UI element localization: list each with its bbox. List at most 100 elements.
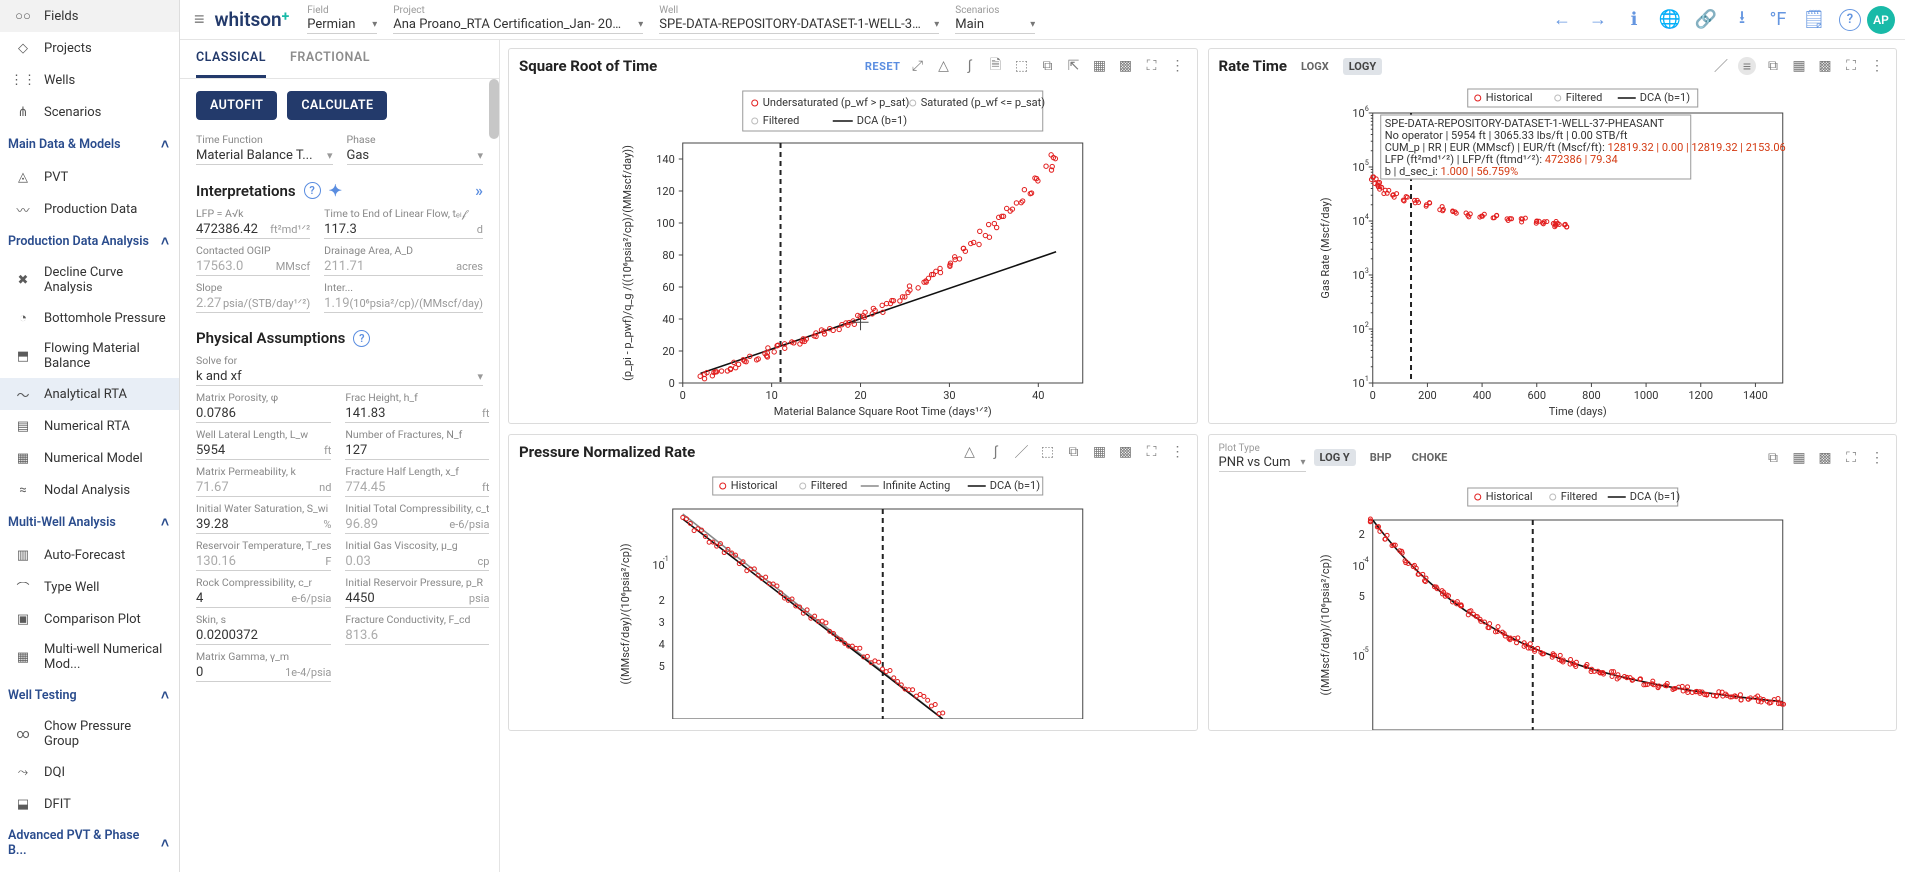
menu-toggle-icon[interactable]: ≡ xyxy=(190,5,209,34)
rate-logy-chip[interactable]: LOGY xyxy=(1343,58,1383,75)
pnr-full-icon[interactable]: ⛶ xyxy=(1143,443,1161,461)
rate-list-icon[interactable]: ≡ xyxy=(1738,57,1756,75)
nav-chow-pressure-group[interactable]: ∞ Chow Pressure Group xyxy=(0,712,179,756)
nav-type-well[interactable]: ⌒ Type Well xyxy=(0,571,179,603)
nav-dfit[interactable]: ⬓ DFIT xyxy=(0,788,179,820)
pnr-copy-icon[interactable]: ⧉ xyxy=(1065,443,1083,461)
pnr2-logy-chip[interactable]: LOG Y xyxy=(1314,449,1356,466)
plot-type-select[interactable]: PNR vs Cum▾ xyxy=(1219,454,1306,472)
download-icon[interactable]: ⭳ xyxy=(1731,9,1753,31)
tb-field-select[interactable]: Permian▾ xyxy=(307,16,377,34)
pnr2-grid-icon[interactable]: ▩ xyxy=(1816,449,1834,467)
tool-copy-icon[interactable]: ⧉ xyxy=(1039,57,1057,75)
interpretations-help-icon[interactable]: ? xyxy=(304,182,321,199)
rate-table-icon[interactable]: ▦ xyxy=(1790,57,1808,75)
nav-nodal-analysis[interactable]: ≈ Nodal Analysis xyxy=(0,474,179,506)
nav-analytical-rta[interactable]: 〜 Analytical RTA xyxy=(0,378,179,410)
field-rock-compressibility-c_r[interactable]: 4e-6/psia xyxy=(196,589,331,608)
nav-projects[interactable]: ◇ Projects xyxy=(0,32,179,64)
field-lfp-a-k[interactable]: 472386.42ft²md¹ᐟ² xyxy=(196,220,310,239)
pnr-tri-icon[interactable]: △ xyxy=(961,443,979,461)
globe-icon[interactable]: 🌐 xyxy=(1659,9,1681,31)
section-production-data-analysis[interactable]: Production Data Analysis˄ xyxy=(0,225,179,258)
sqrt-reset[interactable]: RESET xyxy=(865,60,901,73)
tool-zoom-icon[interactable]: ⤢ xyxy=(909,57,927,75)
field-matrix-gamma-_m[interactable]: 01e-4/psia xyxy=(196,663,331,682)
pnr-line-icon[interactable]: ／ xyxy=(1013,443,1031,461)
rate-more-icon[interactable]: ⋮ xyxy=(1868,57,1886,75)
tool-more-icon[interactable]: ⋮ xyxy=(1169,57,1187,75)
pnr-more-icon[interactable]: ⋮ xyxy=(1169,443,1187,461)
section-virtual-pvt-lab[interactable]: Virtual PVT Lab˅ xyxy=(0,866,179,872)
note-icon[interactable]: 🗒 xyxy=(1803,9,1825,31)
nav-fwd-icon[interactable]: → xyxy=(1587,9,1609,31)
info-icon[interactable]: ℹ xyxy=(1623,9,1645,31)
tb-project-select[interactable]: Ana Proano_RTA Certification_Jan- 2025▾ xyxy=(393,16,643,34)
nav-auto-forecast[interactable]: ▥ Auto-Forecast xyxy=(0,539,179,571)
tab-fractional[interactable]: FRACTIONAL xyxy=(290,50,370,78)
pnr-int-icon[interactable]: ∫ xyxy=(987,443,1005,461)
temp-unit-icon[interactable]: °F xyxy=(1767,9,1789,31)
section-main-data-models[interactable]: Main Data & Models˄ xyxy=(0,128,179,161)
nav-decline-curve-analysis[interactable]: ✖ Decline Curve Analysis xyxy=(0,258,179,302)
interpretations-star-icon[interactable]: ✦ xyxy=(329,181,342,200)
pnr-grid-icon[interactable]: ▩ xyxy=(1117,443,1135,461)
nav-scenarios[interactable]: ⋔ Scenarios xyxy=(0,96,179,128)
pnr2-more-icon[interactable]: ⋮ xyxy=(1868,449,1886,467)
tool-integral-icon[interactable]: ∫ xyxy=(961,57,979,75)
nav-pvt[interactable]: ◬ PVT xyxy=(0,161,179,193)
tb-well-select[interactable]: SPE-DATA-REPOSITORY-DATASET-1-WELL-37-Pl… xyxy=(659,16,939,34)
nav-comparison-plot[interactable]: ▣ Comparison Plot xyxy=(0,603,179,635)
field-frac-height-h_f[interactable]: 141.83ft xyxy=(345,404,489,423)
user-avatar[interactable]: AP xyxy=(1867,6,1895,34)
autofit-button[interactable]: AUTOFIT xyxy=(196,91,277,120)
pnr2-copy-icon[interactable]: ⧉ xyxy=(1764,449,1782,467)
pnr-table-icon[interactable]: ▦ xyxy=(1091,443,1109,461)
pnr2-table-icon[interactable]: ▦ xyxy=(1790,449,1808,467)
field-time-to-end-of-linear-flow-t-[interactable]: 117.3d xyxy=(324,220,483,239)
nav-bottomhole-pressure[interactable]: ◔ Bottomhole Pressure xyxy=(0,302,179,334)
field-number-of-fractures-n_f[interactable]: 127 xyxy=(345,441,489,460)
interpretations-expand-icon[interactable]: » xyxy=(475,181,483,200)
rate-full-icon[interactable]: ⛶ xyxy=(1842,57,1860,75)
tool-table-icon[interactable]: ▦ xyxy=(1091,57,1109,75)
phase-select[interactable]: Gas▾ xyxy=(347,146,484,165)
field-well-lateral-length-l_w[interactable]: 5954ft xyxy=(196,441,331,460)
tb-scenarios-select[interactable]: Main▾ xyxy=(955,16,1035,34)
help-icon[interactable]: ? xyxy=(1839,9,1861,31)
nav-back-icon[interactable]: ← xyxy=(1551,9,1573,31)
field-initial-reservoir-pressure-p_r[interactable]: 4450psia xyxy=(345,589,489,608)
field-skin-s[interactable]: 0.0200372 xyxy=(196,626,331,645)
calculate-button[interactable]: CALCULATE xyxy=(287,91,387,120)
nav-flowing-material-balance[interactable]: ⬒ Flowing Material Balance xyxy=(0,334,179,378)
tool-full-icon[interactable]: ⛶ xyxy=(1143,57,1161,75)
tool-triangle-icon[interactable]: △ xyxy=(935,57,953,75)
link-icon[interactable]: 🔗 xyxy=(1695,9,1717,31)
rate-line-icon[interactable]: ／ xyxy=(1712,57,1730,75)
tool-share-icon[interactable]: ⇱ xyxy=(1065,57,1083,75)
tool-page-icon[interactable]: 🗎 xyxy=(987,57,1005,75)
tab-classical[interactable]: CLASSICAL xyxy=(196,50,266,78)
scrollbar[interactable] xyxy=(489,79,499,139)
pnr-sel-icon[interactable]: ⬚ xyxy=(1039,443,1057,461)
solve-for-select[interactable]: k and xf▾ xyxy=(196,367,483,386)
section-multi-well-analysis[interactable]: Multi-Well Analysis˄ xyxy=(0,506,179,539)
section-well-testing[interactable]: Well Testing˄ xyxy=(0,679,179,712)
nav-numerical-model[interactable]: ▦ Numerical Model xyxy=(0,442,179,474)
section-advanced-pvt-phase-b-[interactable]: Advanced PVT & Phase B...˄ xyxy=(0,820,179,866)
nav-multi-well-numerical-mod-[interactable]: ▦ Multi-well Numerical Mod... xyxy=(0,635,179,679)
rate-copy-icon[interactable]: ⧉ xyxy=(1764,57,1782,75)
nav-fields[interactable]: ○○ Fields xyxy=(0,0,179,32)
time-function-select[interactable]: Material Balance T...▾ xyxy=(196,146,333,165)
pnr2-full-icon[interactable]: ⛶ xyxy=(1842,449,1860,467)
physical-assumptions-help-icon[interactable]: ? xyxy=(353,330,370,347)
field-initial-water-saturation-s_wi[interactable]: 39.28% xyxy=(196,515,331,534)
rate-grid-icon[interactable]: ▩ xyxy=(1816,57,1834,75)
pnr2-bhp-chip[interactable]: BHP xyxy=(1364,449,1398,466)
nav-wells[interactable]: ⋮⋮ Wells xyxy=(0,64,179,96)
tool-grid-icon[interactable]: ▩ xyxy=(1117,57,1135,75)
nav-numerical-rta[interactable]: ▤ Numerical RTA xyxy=(0,410,179,442)
nav-production-data[interactable]: 〰 Production Data xyxy=(0,193,179,225)
pnr2-choke-chip[interactable]: CHOKE xyxy=(1406,449,1454,466)
tool-select-icon[interactable]: ⬚ xyxy=(1013,57,1031,75)
